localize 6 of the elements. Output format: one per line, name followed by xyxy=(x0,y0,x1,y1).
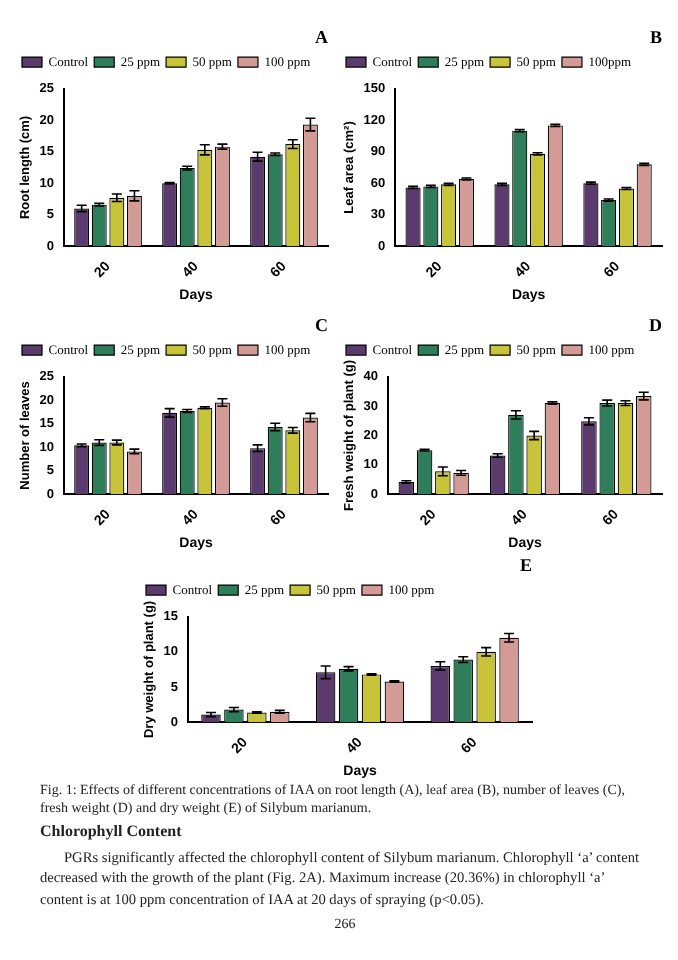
chart-title: C xyxy=(315,315,328,336)
chart-title: E xyxy=(519,555,532,576)
chart-title: B xyxy=(649,27,662,48)
chart-title: D xyxy=(649,315,663,336)
text: Chlorophyll Content xyxy=(40,822,184,844)
chart-title: A xyxy=(315,27,329,48)
